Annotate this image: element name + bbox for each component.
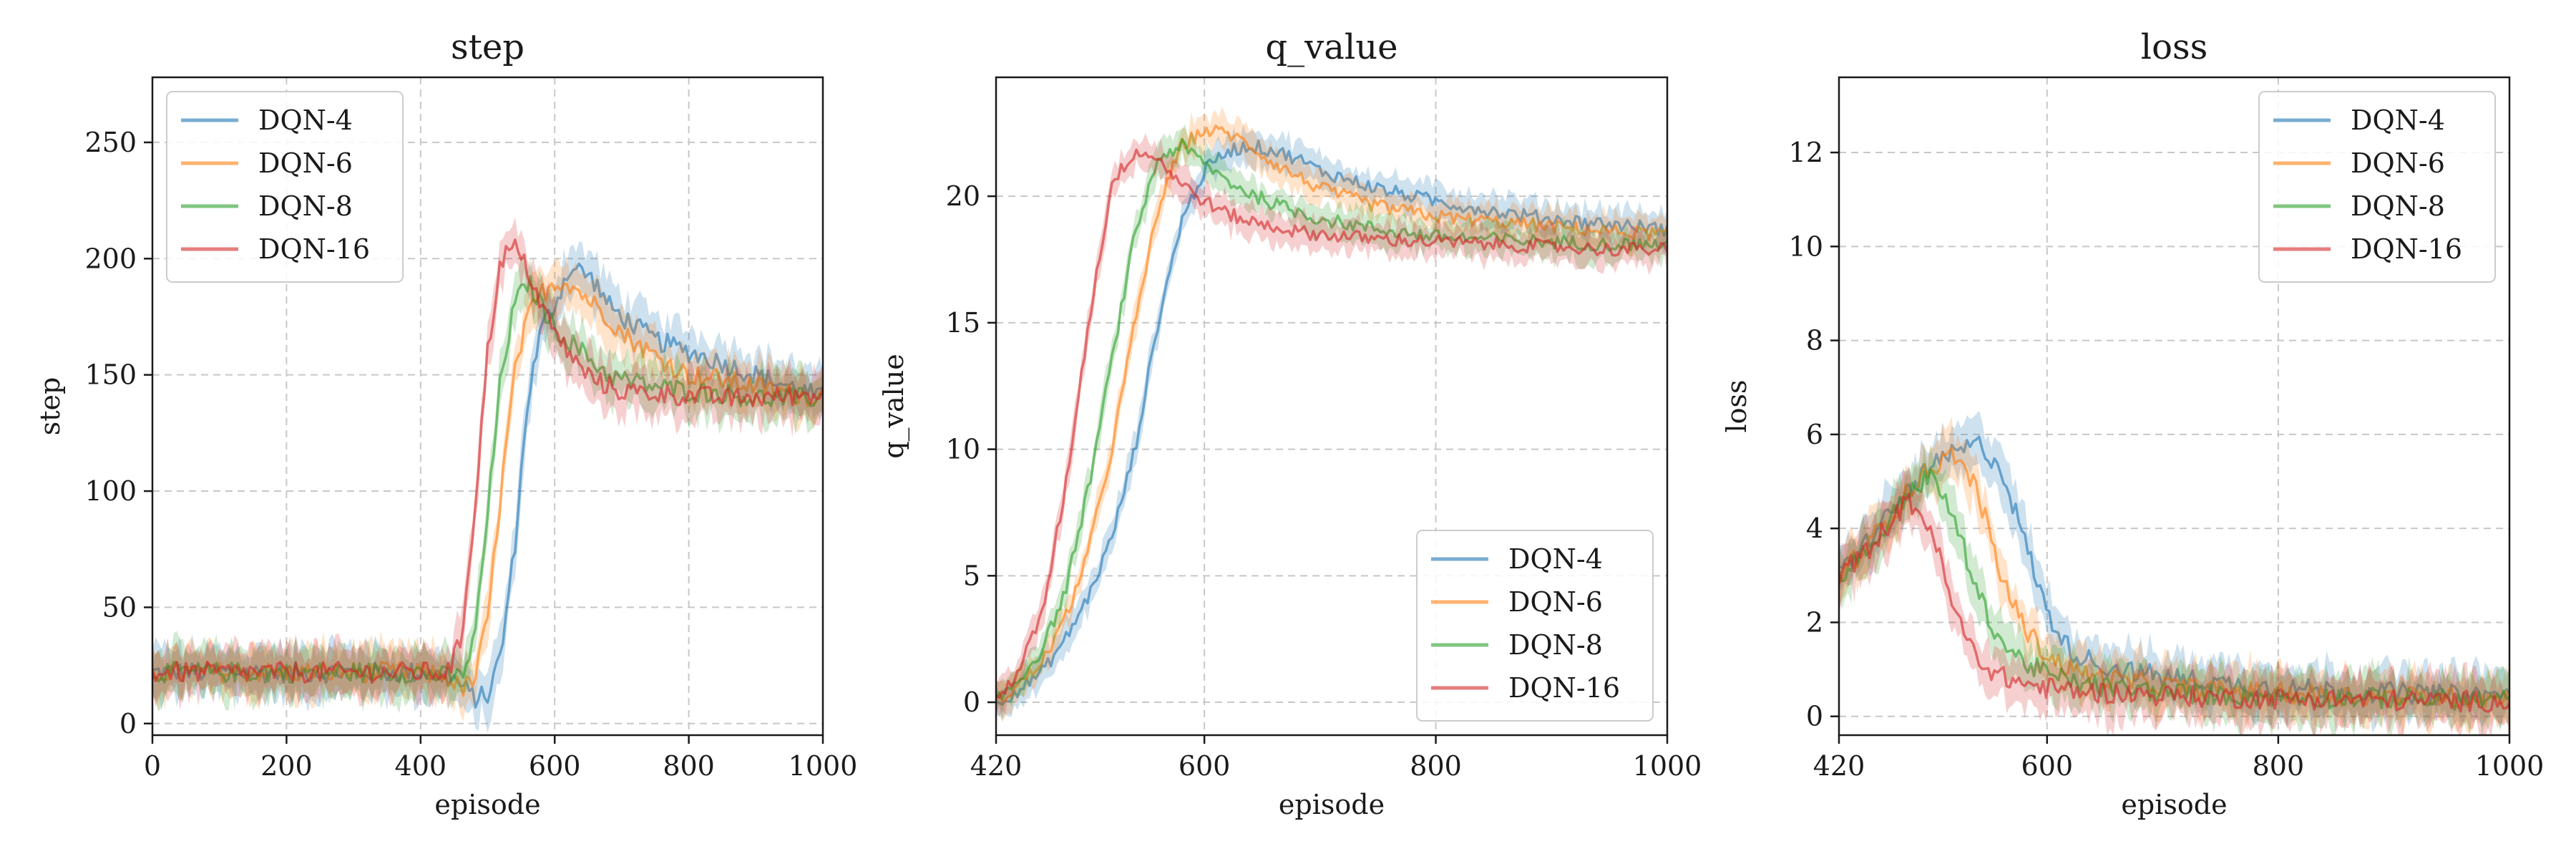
- y-axis-label: loss: [1721, 379, 1752, 432]
- y-tick-label: 0: [1806, 701, 1823, 732]
- legend-label: DQN-8: [1508, 629, 1603, 661]
- legend: DQN-4 DQN-6 DQN-8 DQN-16: [166, 91, 404, 283]
- legend-label: DQN-4: [1508, 543, 1603, 575]
- series-dqn-6: [152, 256, 823, 722]
- series-line: [996, 139, 1667, 707]
- panel-step: 0 200 400 600 800 1000 0 50 100 150 200 250 step epis…: [34, 27, 857, 820]
- y-tick-label: 150: [84, 359, 137, 391]
- x-tick-label: 400: [395, 750, 447, 782]
- plot-area: [996, 106, 1667, 723]
- x-tick-label: 420: [1813, 750, 1865, 782]
- series-band: [152, 217, 823, 710]
- series-band: [152, 241, 823, 734]
- y-tick-label: 8: [1806, 325, 1823, 356]
- y-tick-label: 10: [1789, 230, 1823, 262]
- series-band: [152, 256, 823, 722]
- legend-box: [166, 91, 404, 283]
- legend-label: DQN-6: [258, 147, 353, 179]
- y-tick-label: 0: [963, 686, 980, 718]
- x-tick-label: 600: [529, 750, 581, 782]
- x-axis: 0 200 400 600 800 1000: [144, 735, 857, 782]
- series-band: [996, 132, 1667, 718]
- series-dqn-6: [996, 106, 1667, 723]
- series-line: [152, 282, 823, 697]
- y-tick-label: 200: [84, 243, 137, 274]
- y-tick-label: 6: [1806, 419, 1823, 450]
- y-tick-label: 2: [1806, 606, 1823, 638]
- series-line: [996, 148, 1667, 699]
- legend-label: DQN-6: [2351, 147, 2445, 179]
- plot-area: [152, 217, 823, 734]
- legend-label: DQN-4: [258, 105, 353, 136]
- axes-frame: [995, 76, 1669, 737]
- legend-box: [2258, 91, 2496, 283]
- y-tick-label: 100: [84, 475, 137, 507]
- legend: DQN-4 DQN-6 DQN-8 DQN-16: [1416, 530, 1654, 722]
- series-line: [1839, 492, 2509, 713]
- chart-title: loss: [2141, 27, 2208, 67]
- series-dqn-16: [152, 217, 823, 710]
- y-tick-label: 5: [963, 560, 980, 591]
- legend-box: [1416, 530, 1654, 722]
- y-axis-label: q_value: [878, 354, 910, 459]
- series-dqn-4: [996, 125, 1667, 720]
- chart-title: q_value: [1265, 27, 1397, 67]
- series-dqn-16: [1839, 465, 2509, 735]
- x-tick-label: 800: [2253, 750, 2305, 782]
- series-line: [996, 124, 1667, 703]
- y-axis: 0 2 4 6 8 10 12: [1789, 137, 1839, 732]
- y-axis: 0 50 100 150 200 250: [84, 127, 152, 739]
- y-tick-label: 50: [102, 591, 137, 623]
- series-band: [1839, 465, 2509, 735]
- chart-title: step: [451, 27, 525, 67]
- series-line: [152, 262, 823, 709]
- x-axis-label: episode: [434, 789, 540, 820]
- x-tick-label: 1000: [2475, 750, 2545, 782]
- x-tick-label: 420: [970, 750, 1023, 782]
- x-axis-label: episode: [1279, 789, 1385, 820]
- panel-loss: 420 600 800 1000 0 2 4 6 8 10 12 loss episode loss DQN…: [1721, 27, 2544, 820]
- x-tick-label: 600: [2021, 750, 2074, 782]
- series-line: [152, 238, 823, 684]
- legend-label: DQN-6: [1508, 586, 1603, 618]
- y-tick-label: 0: [119, 708, 137, 739]
- y-tick-label: 20: [946, 180, 980, 212]
- series-band: [1839, 444, 2509, 735]
- x-axis: 420 600 800 1000: [1813, 735, 2545, 782]
- y-tick-label: 10: [946, 434, 980, 465]
- axes-frame: [151, 76, 824, 737]
- y-axis-label: step: [34, 377, 66, 436]
- legend-label: DQN-16: [2351, 233, 2462, 265]
- series-band: [1839, 410, 2509, 733]
- x-tick-label: 0: [144, 750, 161, 782]
- axes-frame: [1838, 76, 2511, 737]
- x-axis: 420 600 800 1000: [970, 735, 1702, 782]
- series-band: [152, 256, 823, 714]
- x-axis-label: episode: [2121, 789, 2227, 820]
- legend: DQN-4 DQN-6 DQN-8 DQN-16: [2258, 91, 2496, 283]
- x-tick-label: 800: [663, 750, 715, 782]
- x-tick-label: 1000: [1633, 750, 1702, 782]
- x-tick-label: 600: [1179, 750, 1231, 782]
- legend-label: DQN-16: [1508, 672, 1620, 704]
- x-tick-label: 800: [1410, 750, 1462, 782]
- y-tick-label: 12: [1789, 137, 1823, 168]
- legend-label: DQN-16: [258, 233, 370, 265]
- series-band: [996, 125, 1667, 720]
- legend-label: DQN-8: [258, 190, 353, 222]
- y-axis: 0 5 10 15 20: [946, 180, 996, 718]
- x-tick-label: 200: [260, 750, 313, 782]
- legend-label: DQN-4: [2351, 105, 2445, 136]
- y-tick-label: 250: [84, 127, 137, 158]
- y-tick-label: 15: [946, 307, 980, 339]
- y-tick-label: 4: [1806, 513, 1823, 544]
- x-tick-label: 1000: [789, 750, 858, 782]
- series-dqn-4: [152, 241, 823, 734]
- legend-label: DQN-8: [2351, 190, 2445, 222]
- series-dqn-16: [996, 132, 1667, 718]
- plot-area: [1839, 410, 2509, 735]
